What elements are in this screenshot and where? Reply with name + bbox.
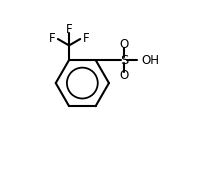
- Text: OH: OH: [142, 53, 160, 67]
- Text: S: S: [120, 53, 129, 67]
- Text: O: O: [120, 69, 129, 82]
- Text: O: O: [120, 38, 129, 51]
- Text: F: F: [66, 23, 72, 36]
- Text: F: F: [49, 32, 55, 45]
- Text: F: F: [83, 32, 89, 45]
